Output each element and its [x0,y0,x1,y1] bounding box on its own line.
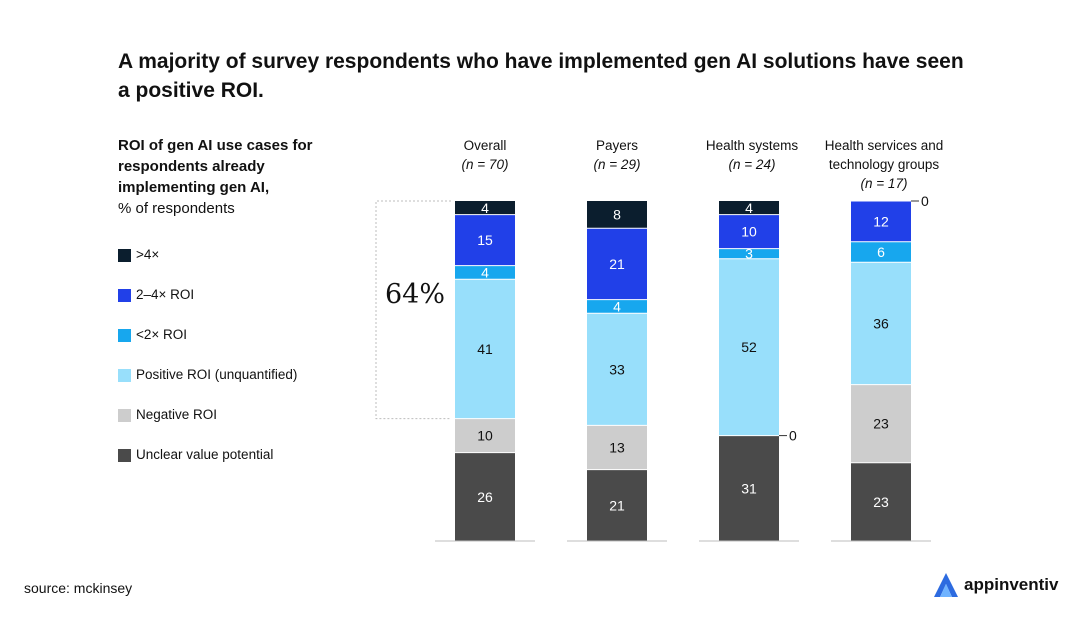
legend-label-gt4x: >4× [136,247,160,262]
bar-segment-payers-negative-roi [587,425,647,470]
chart-subtitle: ROI of gen AI use cases for respondents … [118,135,333,219]
data-label-overall-negative-roi: 10 [477,428,493,444]
logo-text: appinventiv [964,575,1059,594]
bar-segment-health-systems-positive-roi-unquantified [719,258,779,436]
legend-label-negative: Negative ROI [136,407,218,422]
bar-segment-payers-positive-roi-unquantified [587,313,647,426]
data-label-health-services-and-technology-groups-positive-roi-unquantified: 36 [873,315,889,331]
column-label-health-services: Health services and technology groups (n… [804,136,964,193]
bar-segment-health-systems-unclear-value-potential [719,435,779,541]
column-label-overall: Overall (n = 70) [405,136,565,174]
zero-label-health-systems-negative: 0 [789,428,797,444]
column-sample-size: (n = 17) [860,176,908,191]
bar-segment-health-systems-2-roi [719,248,779,259]
column-name: Health services and technology groups [824,138,944,172]
bar-segment-health-services-and-technology-groups-positive-roi-unquantified [851,262,911,385]
bar-segment-payers-unclear-value-potential [587,469,647,541]
legend-item-positive: Positive ROI (unquantified) [118,367,297,383]
legend-item-lt2x: <2× ROI [118,327,187,343]
bar-segment-health-systems-4 [719,201,779,215]
bar-segment-health-services-and-technology-groups-negative-roi [851,384,911,463]
column-name: Overall [463,138,507,153]
data-label-health-systems-2-4-roi: 10 [741,224,757,240]
zero-label-health-services-gt4x: 0 [921,193,929,209]
source-note: source: mckinsey [24,580,133,596]
legend-swatch-gt4x [118,248,131,262]
data-label-payers-2-roi: 4 [613,298,621,314]
bar-segment-overall-2-roi [455,265,515,280]
data-label-health-systems-unclear-value-potential: 31 [741,480,757,496]
bar-segment-overall-positive-roi-unquantified [455,279,515,419]
legend-item-2-4x: 2–4× ROI [118,287,194,303]
callout-64-percent: 64% [385,279,446,310]
subtitle-measure: ROI of gen AI use cases for respondents … [118,137,313,196]
data-label-payers-2-4-roi: 21 [609,256,625,272]
data-label-health-services-and-technology-groups-2-4-roi: 12 [873,213,889,229]
bar-segment-health-systems-2-4-roi [719,214,779,249]
legend-label-2-4x: 2–4× ROI [136,287,195,302]
subtitle-unit: % of respondents [118,200,235,217]
data-label-overall-4: 4 [481,200,489,216]
legend-label-positive: Positive ROI (unquantified) [136,367,298,382]
data-label-health-systems-positive-roi-unquantified: 52 [741,339,757,355]
data-label-overall-positive-roi-unquantified: 41 [477,341,493,357]
bar-segment-payers-2-roi [587,299,647,314]
legend-swatch-positive [118,368,131,382]
legend-label-lt2x: <2× ROI [136,327,188,342]
data-label-payers-negative-roi: 13 [609,440,625,456]
data-label-health-services-and-technology-groups-unclear-value-potential: 23 [873,494,889,510]
bar-segment-payers-4 [587,201,647,229]
legend-swatch-lt2x [118,328,131,342]
data-label-overall-2-4-roi: 15 [477,232,493,248]
bar-segment-overall-unclear-value-potential [455,452,515,541]
brand-logo: appinventiv [932,571,1058,599]
legend-item-negative: Negative ROI [118,407,217,423]
column-sample-size: (n = 24) [728,157,776,172]
data-label-overall-unclear-value-potential: 26 [477,489,493,505]
column-sample-size: (n = 29) [593,157,641,172]
bar-segment-overall-4 [455,201,515,215]
data-label-overall-2-roi: 4 [481,264,489,280]
chart-title: A majority of survey respondents who hav… [118,50,964,102]
bar-segment-overall-negative-roi [455,418,515,453]
data-label-health-systems-2-roi: 3 [745,246,753,262]
bar-segment-payers-2-4-roi [587,228,647,300]
bar-segment-overall-2-4-roi [455,214,515,266]
column-sample-size: (n = 70) [461,157,509,172]
legend-swatch-unclear [118,448,131,462]
bar-segment-health-services-and-technology-groups-2-roi [851,241,911,263]
column-name: Payers [595,138,639,153]
legend-swatch-2-4x [118,288,131,302]
column-label-health-systems: Health systems (n = 24) [697,136,807,174]
data-label-health-systems-4: 4 [745,200,753,216]
data-label-payers-4: 8 [613,207,621,223]
callout-bracket [375,200,451,420]
legend-swatch-negative [118,408,131,422]
appinventiv-logo-icon [934,573,958,597]
column-label-payers: Payers (n = 29) [537,136,697,174]
data-label-health-services-and-technology-groups-2-roi: 6 [877,244,885,260]
data-label-health-services-and-technology-groups-negative-roi: 23 [873,416,889,432]
legend-item-unclear: Unclear value potential [118,447,273,463]
legend-label-unclear: Unclear value potential [136,447,274,462]
bar-segment-health-services-and-technology-groups-2-4-roi [851,201,911,242]
bar-segment-health-services-and-technology-groups-unclear-value-potential [851,462,911,541]
column-name: Health systems [705,138,799,153]
data-label-payers-unclear-value-potential: 21 [609,497,625,513]
data-label-payers-positive-roi-unquantified: 33 [609,361,625,377]
legend-item-gt4x: >4× [118,247,159,263]
